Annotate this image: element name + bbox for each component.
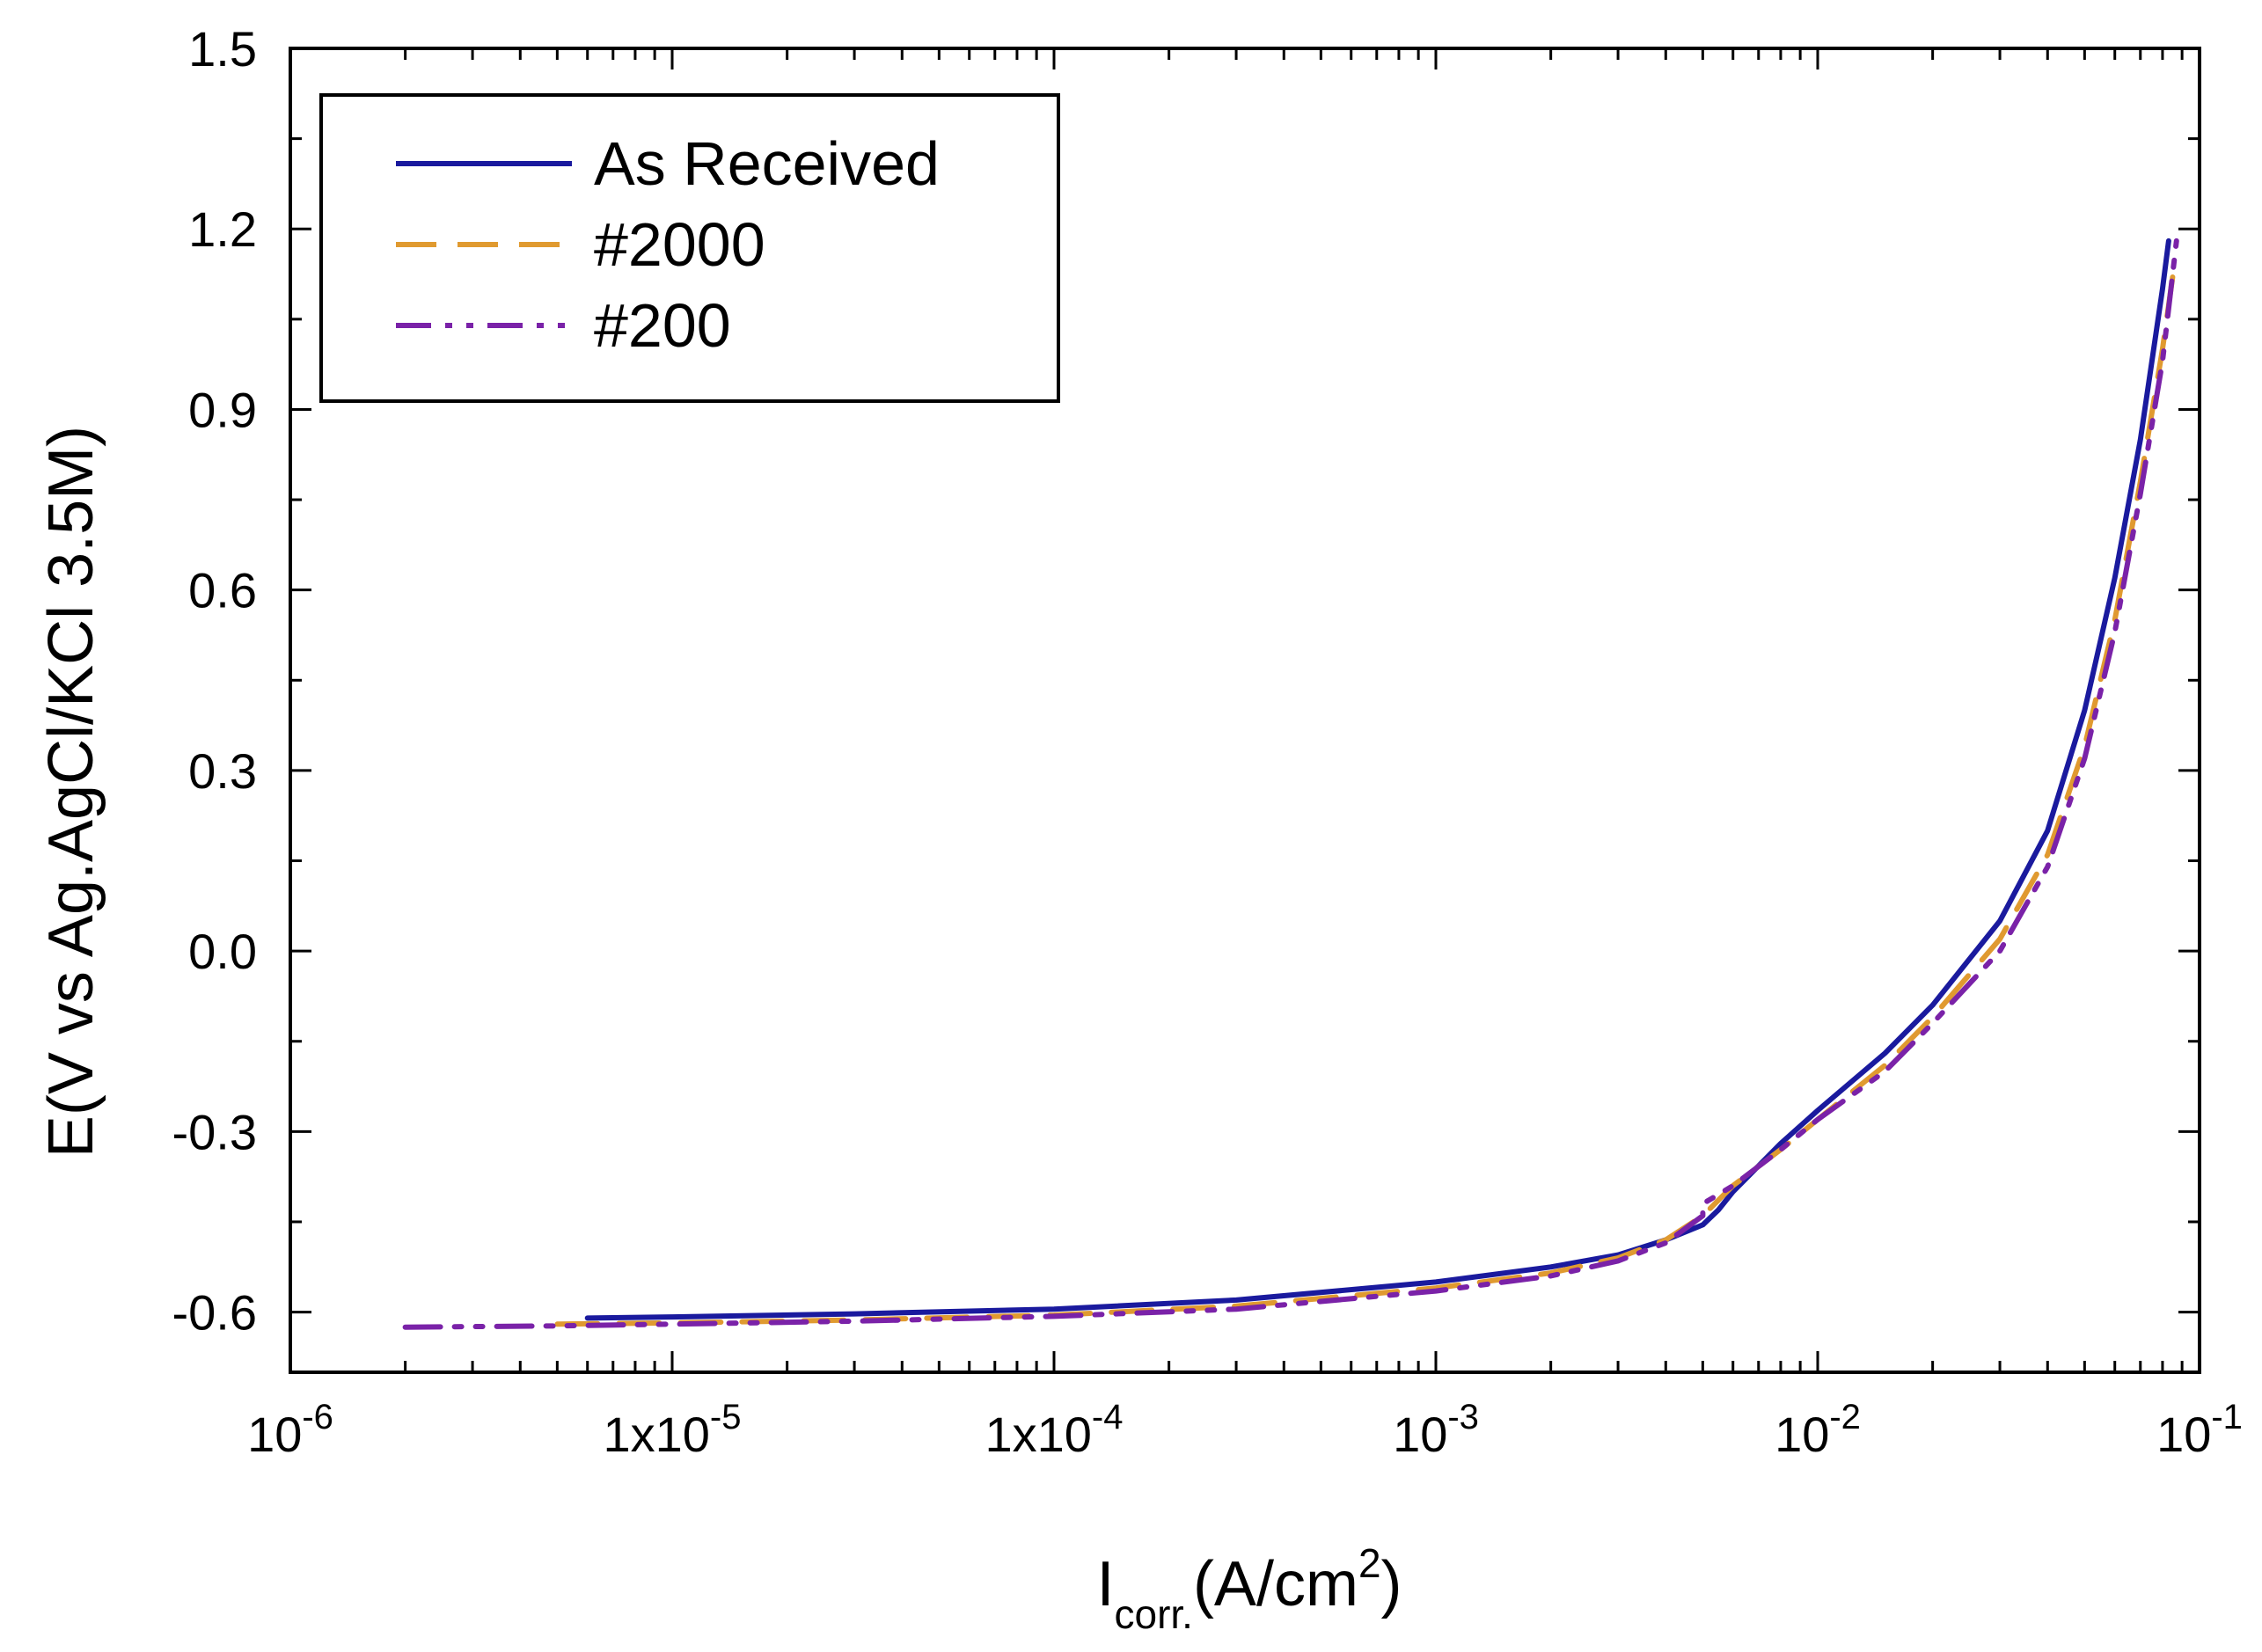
x-tick-exponent: -1 bbox=[2211, 1398, 2243, 1436]
x-tick-label: 1x10-4 bbox=[985, 1398, 1123, 1462]
x-tick-label: 10-1 bbox=[2156, 1398, 2243, 1462]
legend-label: #200 bbox=[594, 291, 731, 360]
series-line-as-received bbox=[584, 238, 2171, 1321]
legend-box bbox=[319, 93, 1060, 403]
series-line--2000 bbox=[554, 274, 2176, 1327]
x-tick-label: 10-3 bbox=[1393, 1398, 1479, 1462]
x-tick-base: 1x10 bbox=[985, 1407, 1091, 1462]
plot-frame bbox=[289, 47, 2201, 1374]
x-tick-exponent: -4 bbox=[1092, 1398, 1124, 1436]
legend: As Received #2000 #200 bbox=[319, 93, 1060, 403]
x-tick-base: 10 bbox=[2156, 1407, 2211, 1462]
y-tick-label: 0.0 bbox=[188, 924, 257, 979]
y-tick-label: 0.9 bbox=[188, 382, 257, 437]
x-tick-base: 1x10 bbox=[603, 1407, 709, 1462]
y-axis-title: E(V vs Ag.AgCl/KCl 3.5M) bbox=[36, 426, 106, 1158]
x-tick-label: 10-2 bbox=[1775, 1398, 1861, 1462]
x-tick-label: 10-6 bbox=[247, 1398, 333, 1462]
legend-label: As Received bbox=[594, 129, 940, 198]
y-tick-labels: -0.6 -0.3 0.0 0.3 0.6 0.9 1.2 1.5 bbox=[172, 21, 258, 1341]
axis-ticks bbox=[289, 47, 2201, 1372]
plot-area bbox=[289, 47, 2201, 1374]
x-axis-title-subscript: corr. bbox=[1114, 1591, 1192, 1637]
y-tick-label: 1.2 bbox=[188, 201, 257, 257]
x-axis-title-main: I bbox=[1096, 1549, 1114, 1619]
x-axis-title-superscript: 2 bbox=[1358, 1540, 1381, 1586]
x-tick-base: 10 bbox=[1775, 1407, 1829, 1462]
y-tick-label: -0.6 bbox=[172, 1285, 258, 1341]
data-series bbox=[402, 238, 2179, 1330]
y-tick-label: 0.3 bbox=[188, 743, 257, 799]
x-tick-base: 10 bbox=[247, 1407, 302, 1462]
y-tick-label: -0.3 bbox=[172, 1104, 258, 1159]
y-tick-label: 1.5 bbox=[188, 21, 257, 77]
legend-label: #2000 bbox=[594, 210, 765, 279]
y-tick-label: 0.6 bbox=[188, 563, 257, 618]
series-line--200 bbox=[402, 238, 2179, 1330]
x-axis-title-unit: (A/cm bbox=[1193, 1549, 1358, 1619]
x-tick-labels: 10-6 1x10-5 1x10-4 10-3 10-2 10-1 bbox=[247, 1398, 2243, 1462]
x-tick-exponent: -6 bbox=[302, 1398, 333, 1436]
x-axis-title: Icorr.(A/cm2) bbox=[1096, 1540, 1402, 1637]
x-tick-label: 1x10-5 bbox=[603, 1398, 741, 1462]
x-axis-title-end: ) bbox=[1381, 1549, 1402, 1619]
x-tick-exponent: -3 bbox=[1447, 1398, 1479, 1436]
x-tick-exponent: -2 bbox=[1829, 1398, 1861, 1436]
x-tick-base: 10 bbox=[1393, 1407, 1447, 1462]
x-tick-exponent: -5 bbox=[710, 1398, 742, 1436]
